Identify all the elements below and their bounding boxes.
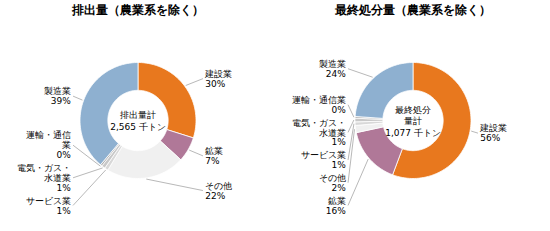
svg-text:製造業24%: 製造業24% <box>319 59 346 79</box>
svg-text:鉱業16%: 鉱業16% <box>326 196 346 216</box>
svg-text:鉱業7%: 鉱業7% <box>205 146 223 166</box>
svg-text:最終処分量計1,077 千トン: 最終処分量計1,077 千トン <box>385 105 441 138</box>
svg-text:建設業56%: 建設業56% <box>479 123 507 143</box>
svg-text:サービス業1%: サービス業1% <box>26 196 71 216</box>
svg-text:運輸・通信業0%: 運輸・通信業0% <box>292 95 346 115</box>
html-text:排出量（農業系を除く）: 排出量（農業系を除く） <box>71 3 204 17</box>
svg-text:電気・ガス・水道業1%: 電気・ガス・水道業1% <box>292 118 346 148</box>
svg-text:運輸・通信業0%: 運輸・通信業0% <box>26 130 71 160</box>
svg-text:製造業39%: 製造業39% <box>44 86 71 106</box>
svg-text:建設業30%: 建設業30% <box>204 69 232 89</box>
svg-text:排出量計2,565 千トン: 排出量計2,565 千トン <box>110 110 166 132</box>
svg-text:サービス業1%: サービス業1% <box>301 150 346 170</box>
svg-text:その他2%: その他2% <box>319 173 346 193</box>
html-text:最終処分量（農業系を除く）: 最終処分量（農業系を除く） <box>334 3 491 17</box>
svg-text:電気・ガス・水道業1%: 電気・ガス・水道業1% <box>17 163 71 193</box>
svg-text:その他22%: その他22% <box>205 181 232 201</box>
